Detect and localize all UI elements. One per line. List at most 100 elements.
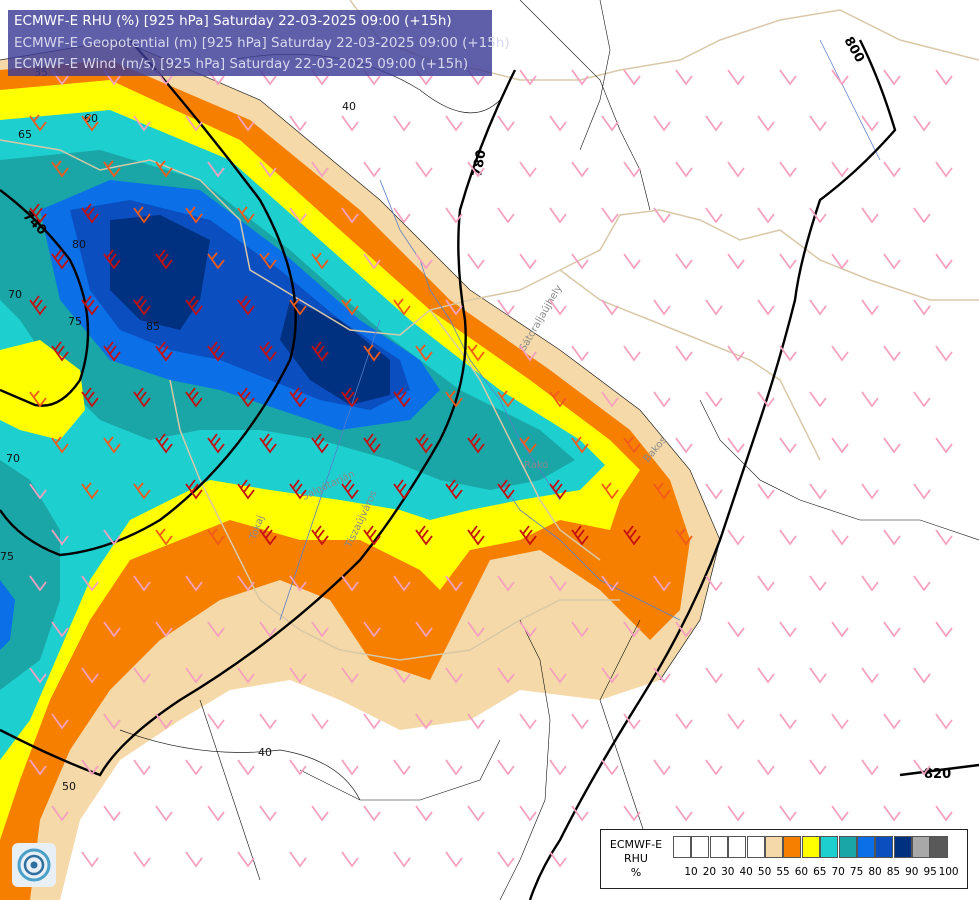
wind-barb bbox=[861, 483, 879, 500]
wind-barb bbox=[705, 759, 723, 776]
wind-barb bbox=[393, 115, 411, 132]
wind-barb bbox=[29, 295, 47, 316]
rhu-label-40: 40 bbox=[342, 100, 356, 113]
wind-barb bbox=[571, 253, 589, 270]
wind-barb bbox=[675, 621, 693, 638]
wind-barb bbox=[675, 805, 693, 822]
rivers bbox=[279, 39, 881, 621]
legend-swatch bbox=[691, 836, 710, 858]
wind-barb bbox=[883, 69, 901, 86]
wind-barb bbox=[727, 345, 745, 362]
wind-barb bbox=[445, 479, 463, 500]
legend-swatch bbox=[728, 836, 747, 858]
wind-barb bbox=[155, 341, 173, 362]
wind-barb bbox=[133, 206, 151, 224]
wind-barb bbox=[675, 528, 693, 546]
rhu-label-75b: 75 bbox=[0, 550, 14, 563]
wind-barb bbox=[831, 69, 849, 86]
wind-barb bbox=[237, 295, 255, 316]
wind-barb bbox=[653, 115, 671, 132]
wind-barb bbox=[497, 207, 515, 224]
wind-barb bbox=[29, 483, 47, 500]
wind-barb bbox=[51, 621, 69, 638]
wind-barb bbox=[415, 344, 433, 362]
wind-barb bbox=[103, 805, 121, 822]
wind-barb bbox=[81, 203, 99, 224]
wind-barb bbox=[883, 437, 901, 454]
wind-barb bbox=[341, 115, 359, 132]
wind-barb bbox=[779, 529, 797, 546]
rhu-label-75: 75 bbox=[68, 315, 82, 328]
wind-barb bbox=[311, 713, 329, 730]
wind-barb bbox=[861, 667, 879, 684]
wind-barb bbox=[601, 575, 619, 592]
legend-tick-label: 30 bbox=[721, 866, 735, 878]
wind-barb bbox=[133, 851, 151, 868]
wind-barb bbox=[705, 667, 723, 684]
wind-barb bbox=[237, 479, 255, 500]
wind-barb bbox=[155, 249, 173, 270]
legend-tick-label: 55 bbox=[776, 866, 790, 878]
legend-title-unit: % bbox=[630, 866, 642, 879]
wind-barb bbox=[237, 115, 255, 132]
wind-barb bbox=[259, 713, 277, 730]
legend-tick-label: 40 bbox=[739, 866, 753, 878]
legend-tick-label: 20 bbox=[702, 866, 717, 878]
wind-barb bbox=[883, 345, 901, 362]
wind-barb bbox=[467, 161, 485, 178]
wind-barb bbox=[289, 115, 307, 132]
wind-barb bbox=[757, 759, 775, 776]
legend-swatches bbox=[673, 836, 949, 858]
wind-barb bbox=[393, 207, 411, 224]
wind-barb bbox=[207, 713, 225, 730]
wind-barb bbox=[757, 483, 775, 500]
wind-barb bbox=[311, 252, 329, 270]
wind-barb bbox=[51, 160, 69, 178]
wind-barb bbox=[363, 344, 381, 362]
wind-barb bbox=[289, 479, 307, 500]
wind-barb bbox=[549, 851, 567, 868]
rhu-label-85: 85 bbox=[146, 320, 160, 333]
wind-barb bbox=[445, 575, 463, 592]
wind-barb bbox=[935, 621, 953, 638]
wind-barb bbox=[311, 161, 329, 178]
wind-barb bbox=[623, 621, 641, 638]
wind-barb bbox=[445, 759, 463, 776]
legend-swatch bbox=[930, 836, 949, 858]
wind-barb bbox=[51, 249, 69, 270]
wind-barb bbox=[809, 575, 827, 592]
wind-barb bbox=[51, 341, 69, 362]
wind-barb bbox=[185, 206, 203, 224]
wind-barb bbox=[363, 161, 381, 178]
wind-barb bbox=[519, 161, 537, 178]
wind-barb bbox=[259, 805, 277, 822]
geo-label-820: 820 bbox=[924, 767, 951, 782]
wind-barb bbox=[445, 299, 463, 316]
wind-barb bbox=[601, 207, 619, 224]
wind-barb bbox=[133, 667, 151, 684]
wind-barb bbox=[445, 207, 463, 224]
wind-barb bbox=[363, 805, 381, 822]
wind-barb bbox=[861, 759, 879, 776]
wind-barb bbox=[207, 621, 225, 638]
wind-barb bbox=[133, 482, 151, 500]
wind-barb bbox=[289, 667, 307, 684]
rhu-label-65: 65 bbox=[18, 128, 32, 141]
wind-barb bbox=[445, 851, 463, 868]
wind-barb bbox=[653, 575, 671, 592]
wind-barb bbox=[29, 759, 47, 776]
wind-barb bbox=[831, 713, 849, 730]
wind-barb bbox=[549, 115, 567, 132]
wind-barb bbox=[185, 295, 203, 316]
rhu-band-65-left bbox=[0, 340, 85, 440]
wind-barb bbox=[623, 253, 641, 270]
wind-barb bbox=[571, 69, 589, 86]
wind-barb bbox=[623, 69, 641, 86]
wind-barb bbox=[81, 575, 99, 592]
legend-swatch bbox=[838, 836, 857, 858]
wind-barb bbox=[549, 207, 567, 224]
wind-barb bbox=[237, 575, 255, 592]
legend-swatch bbox=[820, 836, 839, 858]
wind-barb bbox=[809, 759, 827, 776]
wind-barb bbox=[809, 391, 827, 408]
